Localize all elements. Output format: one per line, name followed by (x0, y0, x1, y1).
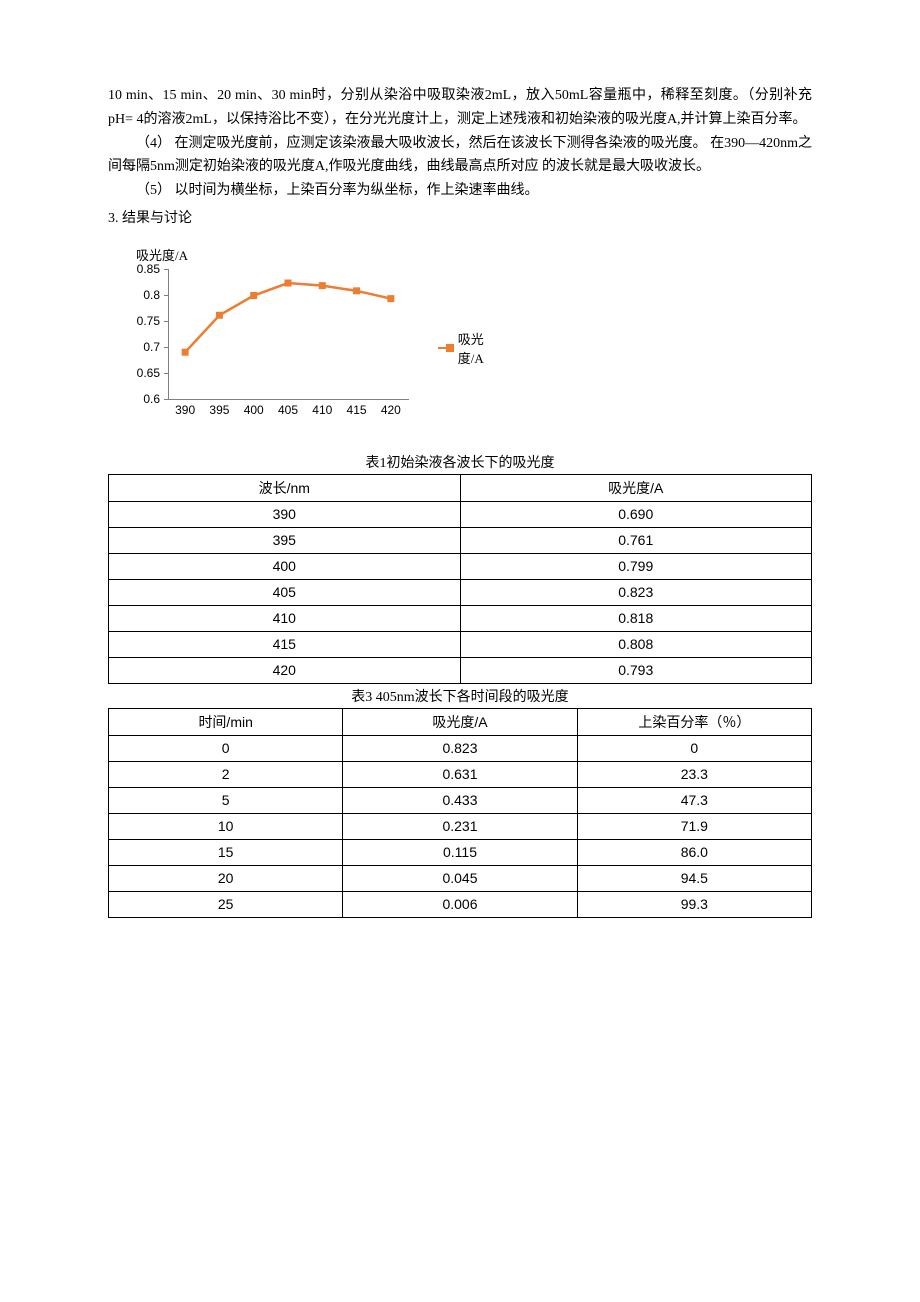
table-cell: 415 (109, 631, 461, 657)
chart-data-marker (285, 279, 292, 286)
chart-canvas: 吸光度/A 0.60.650.70.750.80.853903954004054… (126, 251, 476, 431)
chart-legend: 吸光度/A (438, 329, 492, 367)
table-cell: 71.9 (577, 813, 811, 839)
paragraph-step-4: （4） 在测定吸光度前，应测定该染液最大吸收波长，然后在该波长下测得各染液的吸光… (108, 132, 812, 180)
chart-legend-marker-icon (446, 344, 454, 352)
table-header-cell: 波长/nm (109, 474, 461, 501)
table-cell: 15 (109, 839, 343, 865)
table-cell: 0.818 (460, 605, 812, 631)
table-cell: 86.0 (577, 839, 811, 865)
table-cell: 410 (109, 605, 461, 631)
table-row: 250.00699.3 (109, 891, 812, 917)
table-row: 150.11586.0 (109, 839, 812, 865)
table-row: 00.8230 (109, 735, 812, 761)
table-header-cell: 吸光度/A (460, 474, 812, 501)
chart-data-marker (319, 282, 326, 289)
table-cell: 405 (109, 579, 461, 605)
chart-data-marker (387, 295, 394, 302)
table-cell: 20 (109, 865, 343, 891)
table-cell: 10 (109, 813, 343, 839)
table-cell: 420 (109, 657, 461, 683)
table-header-cell: 时间/min (109, 708, 343, 735)
table-cell: 94.5 (577, 865, 811, 891)
page: 10 min、15 min、20 min、30 min时，分别从染浴中吸取染液2… (0, 0, 920, 978)
table3: 时间/min吸光度/A上染百分率（％）00.823020.63123.350.4… (108, 708, 812, 918)
chart-legend-line-icon (438, 347, 454, 350)
chart-data-marker (216, 312, 223, 319)
absorbance-chart: 吸光度/A 0.60.650.70.750.80.853903954004054… (126, 251, 812, 446)
table3-title: 表3 405nm波长下各时间段的吸光度 (108, 686, 812, 706)
table-cell: 99.3 (577, 891, 811, 917)
table-cell: 0.045 (343, 865, 577, 891)
table-cell: 23.3 (577, 761, 811, 787)
table-row: 100.23171.9 (109, 813, 812, 839)
table-row: 200.04594.5 (109, 865, 812, 891)
table-cell: 0.690 (460, 501, 812, 527)
table-cell: 0.115 (343, 839, 577, 865)
table-row: 4050.823 (109, 579, 812, 605)
table-cell: 0.793 (460, 657, 812, 683)
paragraph-step-5: （5） 以时间为横坐标，上染百分率为纵坐标，作上染速率曲线。 (108, 179, 812, 203)
chart-data-marker (250, 292, 257, 299)
table-cell: 0.761 (460, 527, 812, 553)
table-row: 50.43347.3 (109, 787, 812, 813)
table-cell: 0 (577, 735, 811, 761)
table-cell: 400 (109, 553, 461, 579)
section-3-title: 3. 结果与讨论 (108, 207, 812, 231)
table-cell: 5 (109, 787, 343, 813)
table1-title: 表1初始染液各波长下的吸光度 (108, 452, 812, 472)
table-cell: 25 (109, 891, 343, 917)
table-row: 4100.818 (109, 605, 812, 631)
table-cell: 390 (109, 501, 461, 527)
table-cell: 0.799 (460, 553, 812, 579)
table-cell: 0.808 (460, 631, 812, 657)
table-cell: 2 (109, 761, 343, 787)
chart-svg (126, 251, 428, 419)
table-cell: 395 (109, 527, 461, 553)
table-row: 3950.761 (109, 527, 812, 553)
chart-data-marker (353, 287, 360, 294)
table-row: 4150.808 (109, 631, 812, 657)
table-cell: 0 (109, 735, 343, 761)
table1: 波长/nm吸光度/A3900.6903950.7614000.7994050.8… (108, 474, 812, 684)
table-cell: 0.006 (343, 891, 577, 917)
table-row: 4200.793 (109, 657, 812, 683)
table-header-cell: 吸光度/A (343, 708, 577, 735)
chart-data-marker (182, 348, 189, 355)
table-cell: 0.433 (343, 787, 577, 813)
table-row: 20.63123.3 (109, 761, 812, 787)
table-row: 4000.799 (109, 553, 812, 579)
chart-legend-label: 吸光度/A (458, 329, 492, 367)
paragraph-step-timing: 10 min、15 min、20 min、30 min时，分别从染浴中吸取染液2… (108, 84, 812, 132)
table-cell: 0.823 (343, 735, 577, 761)
table-header-cell: 上染百分率（％） (577, 708, 811, 735)
table-row: 3900.690 (109, 501, 812, 527)
table-cell: 0.631 (343, 761, 577, 787)
table-cell: 0.231 (343, 813, 577, 839)
table-cell: 47.3 (577, 787, 811, 813)
table-cell: 0.823 (460, 579, 812, 605)
